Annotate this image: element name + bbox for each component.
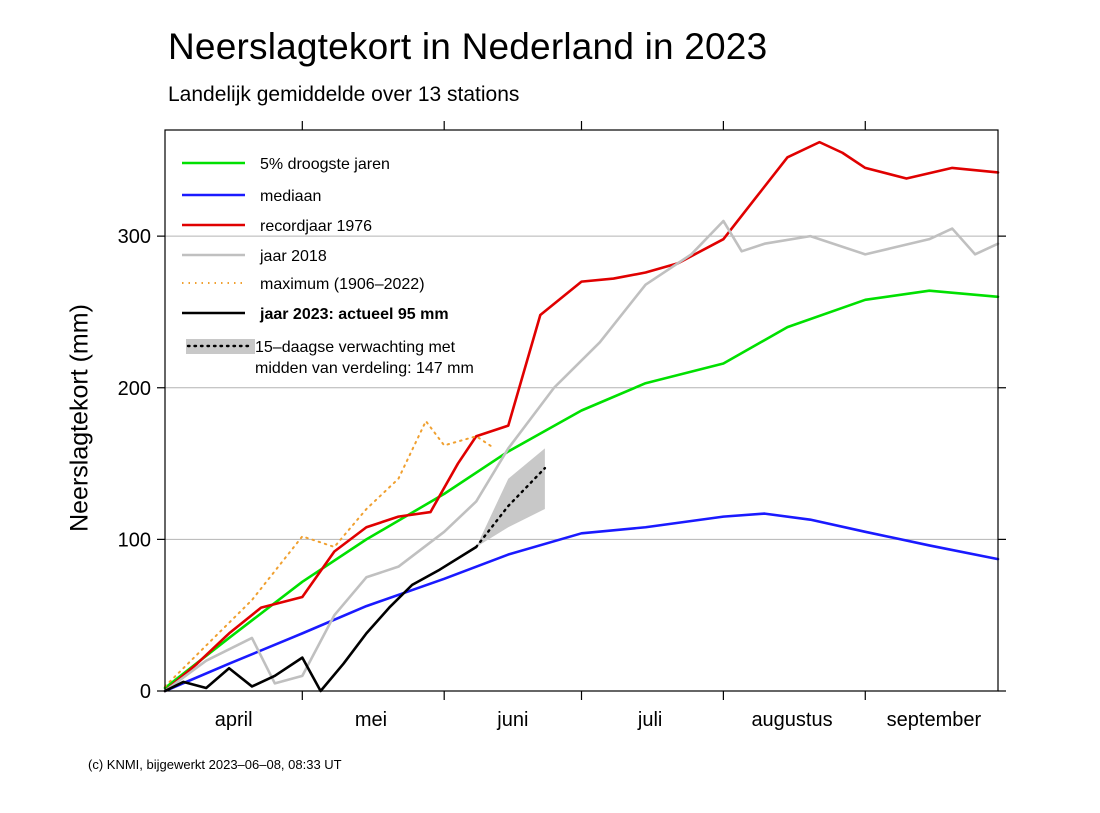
legend-label-forecast-line2: midden van verdeling: 147 mm: [255, 360, 474, 377]
x-tick-label-juni: juni: [496, 709, 528, 731]
copyright-notice: (c) KNMI, bijgewerkt 2023–06–08, 08:33 U…: [88, 757, 342, 772]
chart-subtitle: Landelijk gemiddelde over 13 stations: [168, 83, 520, 106]
axis-layer: 0 100 200 300 april mei juni juli augustus septem…: [118, 121, 1006, 731]
legend: 5% droogste jaren mediaan recordjaar 1976 j…: [182, 156, 474, 377]
legend-label-5: jaar 2023: actueel 95 mm: [259, 306, 449, 323]
series-line-3: [163, 219, 1000, 693]
series-line-4: [164, 420, 496, 688]
series-line-1: [163, 512, 1000, 693]
x-tick-label-mei: mei: [355, 709, 387, 731]
y-tick-label-200: 200: [118, 378, 151, 400]
legend-label-3: jaar 2018: [259, 248, 327, 265]
x-tick-label-april: april: [215, 709, 253, 731]
chart-title: Neerslagtekort in Nederland in 2023: [168, 26, 768, 67]
series-line-5: [163, 545, 478, 693]
x-tick-label-juli: juli: [637, 709, 662, 731]
y-tick-label-100: 100: [118, 529, 151, 551]
y-tick-label-300: 300: [118, 226, 151, 248]
legend-label-forecast: 15–daagse verwachting met: [255, 339, 456, 356]
legend-label-1: mediaan: [260, 188, 321, 205]
x-tick-label-september: september: [887, 709, 982, 731]
legend-label-0: 5% droogste jaren: [260, 156, 390, 173]
x-tick-label-augustus: augustus: [751, 709, 832, 731]
legend-label-2: recordjaar 1976: [260, 218, 372, 235]
forecast-median-line: [475, 466, 547, 549]
series-line-0: [163, 289, 1000, 690]
forecast-band: [476, 448, 545, 547]
grid-layer: [165, 235, 998, 540]
forecast-band-layer: [476, 448, 545, 547]
series-line-2: [163, 140, 1000, 693]
y-tick-label-0: 0: [140, 681, 151, 703]
legend-label-4: maximum (1906–2022): [260, 276, 425, 293]
series-layer: [163, 140, 1000, 693]
